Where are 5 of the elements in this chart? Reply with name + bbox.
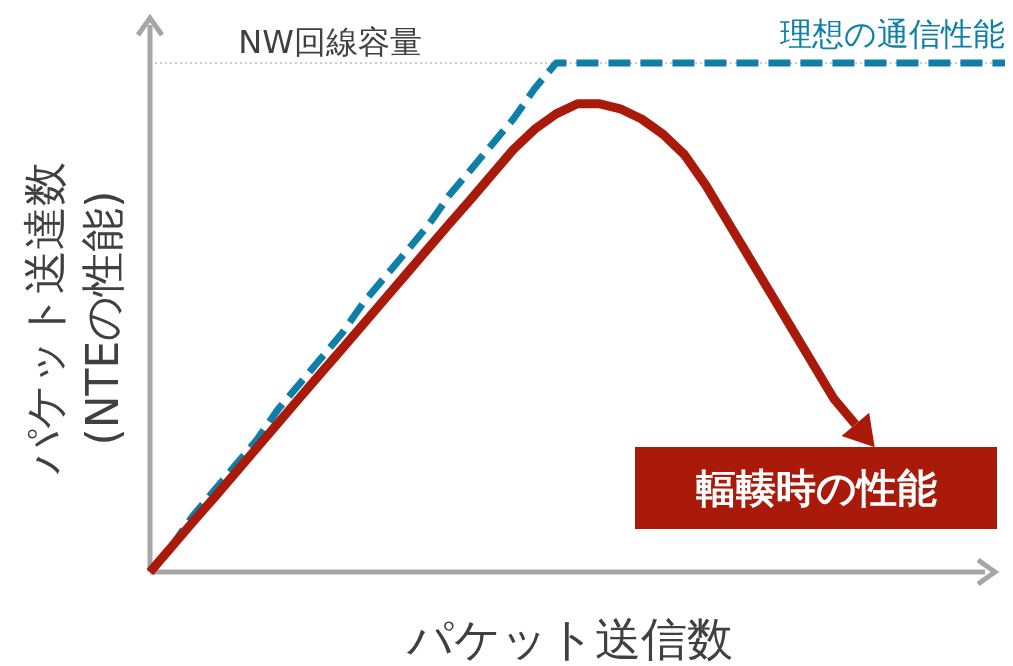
series-label: 輻輳時の性能 <box>695 465 937 511</box>
series-label: 理想の通信性能 <box>780 15 1005 53</box>
x-axis-title: パケット送信数 <box>406 612 733 666</box>
y-axis-title: パケット送達数 (NTEの性能) <box>19 162 128 475</box>
ref-line-label: NW回線容量 <box>238 23 422 61</box>
